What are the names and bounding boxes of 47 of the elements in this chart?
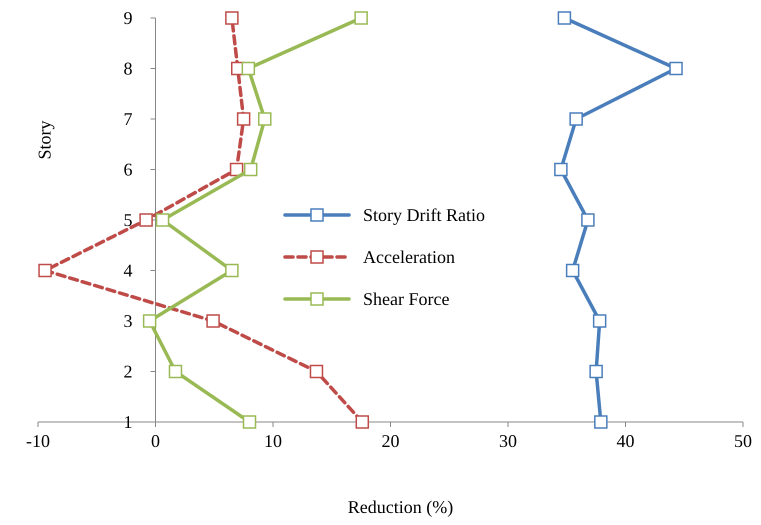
point [244,162,258,176]
legend-label: Shear Force [363,289,450,309]
x-tick-label: 50 [734,431,752,451]
point [156,213,170,227]
point [142,314,156,328]
point [38,264,52,278]
point [554,162,568,176]
point [206,314,220,328]
y-tick-label: 3 [124,311,132,331]
point [225,264,239,278]
point [569,112,583,126]
point [310,364,324,378]
legend-label: Story Drift Ratio [363,205,485,225]
y-tick-label: 8 [124,58,132,78]
point [230,162,244,176]
point [242,62,256,76]
x-tick-label: -10 [26,431,50,451]
point [168,364,182,378]
point [258,112,272,126]
point [225,11,239,25]
y-tick-label: 5 [124,210,132,230]
point [594,415,608,429]
point [669,62,683,76]
legend-label: Acceleration [363,247,455,267]
point [242,415,256,429]
x-tick-label: 10 [264,431,282,451]
y-tick-label: 1 [124,412,132,432]
point [236,112,250,126]
x-tick-label: 20 [382,431,400,451]
x-tick-label: 40 [616,431,634,451]
y-tick-label: 2 [124,362,132,382]
x-axis-title: Reduction (%) [348,497,454,517]
x-tick-label: 0 [151,431,160,451]
y-tick-label: 4 [124,260,132,280]
y-tick-label: 9 [124,8,132,28]
point [139,213,153,227]
point [589,364,603,378]
point [566,264,580,278]
point [356,415,370,429]
point [592,314,606,328]
point [581,213,595,227]
point [558,11,572,25]
x-tick-label: 30 [499,431,517,451]
y-axis-title: Story [34,120,54,160]
y-tick-label: 7 [124,109,132,129]
y-tick-label: 6 [124,160,132,180]
point [354,11,368,25]
